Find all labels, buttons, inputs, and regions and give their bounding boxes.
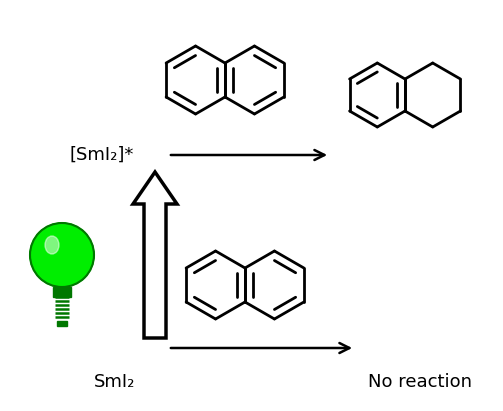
Polygon shape — [133, 172, 177, 338]
Ellipse shape — [45, 236, 59, 254]
Bar — [53, 287, 71, 297]
Text: No reaction: No reaction — [368, 373, 472, 391]
Bar — [57, 321, 67, 326]
Text: [SmI₂]*: [SmI₂]* — [70, 146, 134, 164]
Circle shape — [30, 223, 94, 287]
Text: SmI₂: SmI₂ — [94, 373, 136, 391]
